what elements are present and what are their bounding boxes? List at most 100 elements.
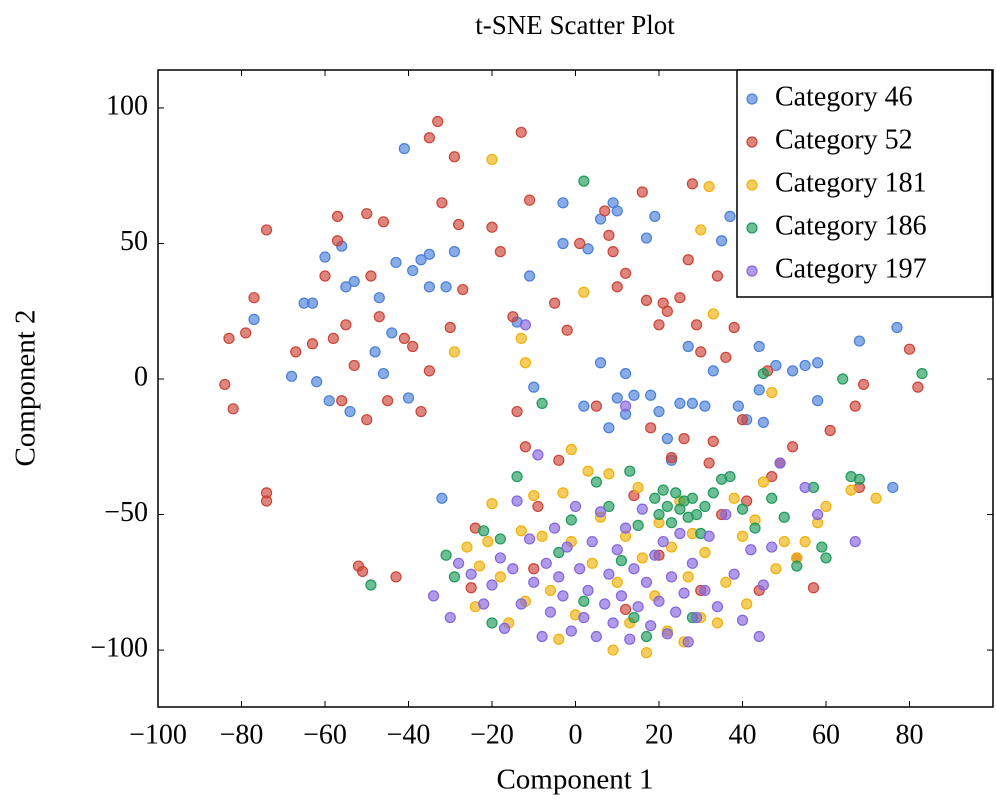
scatter-point bbox=[528, 489, 540, 502]
y-tick-label: −100 bbox=[90, 632, 148, 663]
scatter-point bbox=[565, 514, 577, 526]
scatter-point bbox=[227, 403, 239, 415]
scatter-point bbox=[665, 541, 678, 553]
scatter-point bbox=[699, 400, 711, 412]
scatter-point bbox=[699, 584, 711, 597]
scatter-point bbox=[603, 568, 615, 580]
scatter-point bbox=[361, 208, 373, 220]
scatter-point bbox=[557, 487, 569, 499]
scatter-point bbox=[799, 536, 811, 548]
scatter-point bbox=[586, 536, 598, 548]
scatter-point bbox=[444, 611, 456, 624]
scatter-point bbox=[415, 254, 427, 266]
scatter-point bbox=[348, 359, 360, 372]
scatter-point bbox=[728, 492, 740, 504]
scatter-point bbox=[549, 297, 561, 309]
scatter-point bbox=[599, 205, 611, 217]
y-tick-label: 0 bbox=[134, 361, 148, 392]
scatter-point bbox=[603, 229, 615, 241]
scatter-point bbox=[519, 319, 532, 331]
legend-label: Category 52 bbox=[775, 124, 913, 155]
scatter-point bbox=[582, 243, 594, 255]
scatter-point bbox=[590, 630, 602, 643]
scatter-point bbox=[311, 376, 323, 388]
scatter-point bbox=[423, 365, 435, 377]
scatter-point bbox=[628, 389, 640, 401]
x-tick-label: 0 bbox=[569, 719, 583, 750]
scatter-point bbox=[340, 319, 352, 331]
scatter-point bbox=[703, 457, 715, 469]
scatter-point bbox=[223, 332, 235, 344]
scatter-point bbox=[720, 351, 732, 363]
scatter-point bbox=[853, 335, 866, 347]
scatter-point bbox=[465, 582, 477, 594]
scatter-point bbox=[707, 487, 719, 499]
legend-marker bbox=[746, 179, 758, 191]
scatter-point bbox=[716, 235, 728, 247]
scatter-point bbox=[707, 308, 719, 320]
scatter-point bbox=[786, 441, 799, 453]
scatter-point bbox=[753, 630, 765, 643]
scatter-point bbox=[820, 500, 832, 513]
scatter-point bbox=[745, 544, 757, 556]
scatter-point bbox=[812, 508, 824, 521]
scatter-point bbox=[578, 286, 590, 298]
legend-marker bbox=[746, 136, 758, 148]
scatter-point bbox=[415, 405, 427, 418]
scatter-point bbox=[632, 481, 644, 494]
scatter-point bbox=[619, 267, 632, 279]
scatter-point bbox=[753, 384, 765, 396]
scatter-point bbox=[766, 541, 778, 553]
scatter-point bbox=[461, 541, 473, 553]
scatter-point bbox=[728, 321, 740, 334]
scatter-point bbox=[478, 525, 490, 537]
scatter-point bbox=[661, 305, 673, 317]
scatter-point bbox=[603, 468, 615, 480]
scatter-point bbox=[686, 557, 699, 569]
scatter-point bbox=[448, 571, 461, 583]
scatter-point bbox=[736, 414, 749, 426]
scatter-point bbox=[507, 311, 519, 323]
scatter-point bbox=[453, 218, 465, 231]
scatter-point bbox=[711, 270, 724, 282]
scatter-point bbox=[599, 598, 611, 610]
scatter-point bbox=[582, 465, 594, 477]
scatter-point bbox=[448, 346, 461, 358]
scatter-point bbox=[494, 246, 506, 258]
chart-title: t-SNE Scatter Plot bbox=[475, 10, 675, 40]
scatter-point bbox=[440, 549, 452, 561]
scatter-point bbox=[824, 424, 836, 437]
scatter-point bbox=[853, 473, 866, 485]
scatter-point bbox=[807, 582, 820, 594]
scatter-point bbox=[707, 365, 719, 377]
scatter-point bbox=[540, 557, 552, 569]
scatter-point bbox=[636, 503, 648, 515]
scatter-point bbox=[678, 587, 690, 599]
scatter-point bbox=[478, 598, 490, 610]
scatter-point bbox=[766, 492, 778, 504]
legend-label: Category 181 bbox=[775, 167, 927, 198]
scatter-point bbox=[695, 224, 707, 236]
scatter-point bbox=[916, 367, 928, 380]
scatter-point bbox=[523, 533, 536, 545]
scatter-point bbox=[724, 210, 736, 222]
scatter-point bbox=[649, 492, 661, 504]
scatter-point bbox=[423, 248, 435, 260]
scatter-point bbox=[494, 552, 506, 564]
scatter-point bbox=[436, 197, 448, 209]
scatter-point bbox=[423, 132, 435, 144]
scatter-point bbox=[820, 552, 832, 564]
scatter-point bbox=[331, 210, 344, 222]
scatter-point bbox=[298, 297, 310, 309]
scatter-point bbox=[699, 500, 711, 513]
scatter-point bbox=[845, 484, 857, 496]
scatter-point bbox=[766, 470, 778, 483]
scatter-point bbox=[377, 216, 390, 228]
scatter-point bbox=[465, 568, 477, 580]
scatter-point bbox=[682, 254, 694, 266]
scatter-point bbox=[640, 647, 653, 659]
scatter-point bbox=[436, 492, 448, 504]
scatter-point bbox=[407, 340, 419, 353]
x-tick-label: −100 bbox=[129, 719, 187, 750]
